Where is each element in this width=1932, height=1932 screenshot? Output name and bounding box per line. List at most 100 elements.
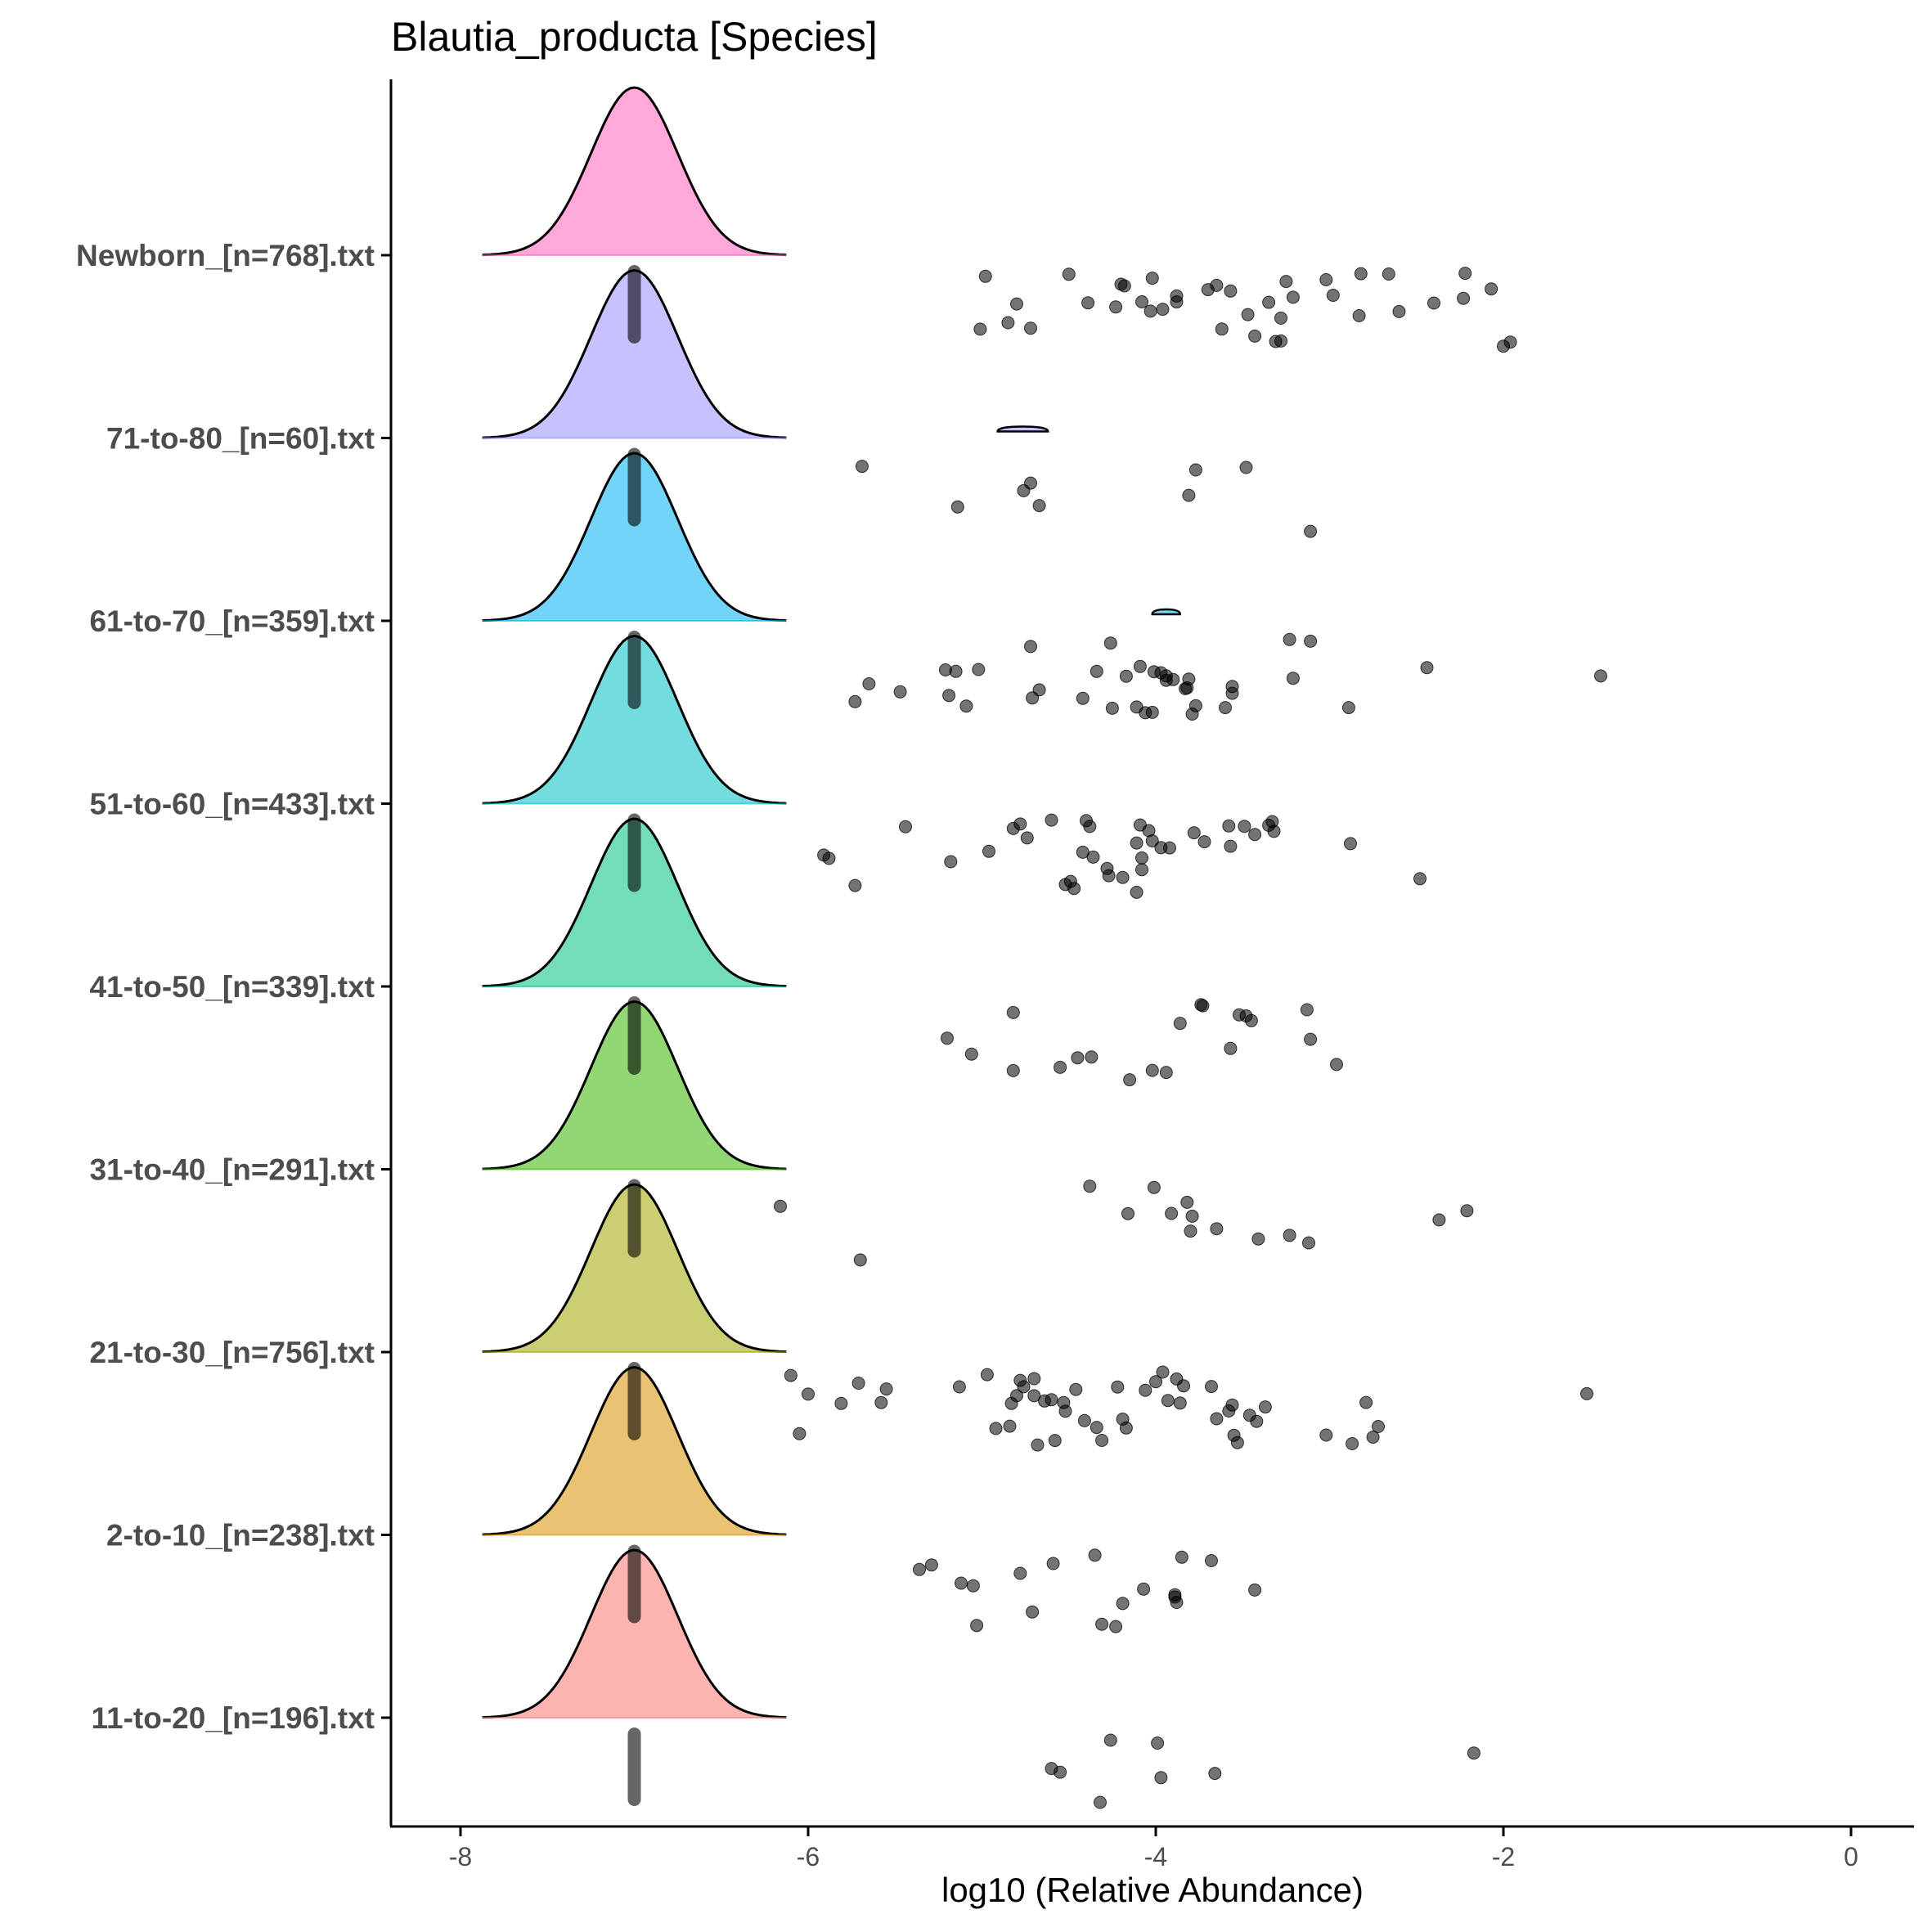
data-point — [950, 500, 964, 514]
data-point — [1227, 1428, 1241, 1442]
data-point — [1159, 673, 1173, 687]
data-point — [1457, 291, 1471, 305]
data-point — [978, 269, 992, 283]
data-point — [1366, 1431, 1380, 1444]
data-point — [1173, 1396, 1187, 1410]
data-point — [1168, 1588, 1182, 1602]
ridge-fill — [482, 1184, 787, 1352]
ridge-secondary-bump — [996, 425, 1049, 433]
x-axis-ticks: -8 -6 -4 -2 0 — [449, 1826, 1858, 1871]
data-point — [1145, 1063, 1159, 1077]
data-point — [1330, 1058, 1343, 1072]
data-point — [1027, 1372, 1041, 1386]
y-tick-label: 41-to-50_[n=339].txt — [89, 970, 375, 1004]
data-point — [1054, 1060, 1067, 1074]
data-point — [1085, 1050, 1099, 1064]
data-point — [1173, 1017, 1187, 1031]
data-point — [1180, 681, 1194, 694]
data-point — [1239, 461, 1253, 474]
data-point — [1241, 308, 1255, 321]
data-point — [774, 1199, 787, 1213]
ridge-fill — [482, 1550, 787, 1718]
data-point — [1420, 661, 1434, 675]
data-point — [1139, 706, 1152, 720]
data-point — [862, 677, 876, 690]
data-point — [1020, 831, 1034, 845]
x-tick-label: -2 — [1492, 1842, 1515, 1871]
ridge-71-to-80-n-60-txt — [482, 268, 1049, 527]
data-point — [1248, 828, 1262, 842]
data-point — [1250, 1414, 1264, 1428]
y-tick-label: 71-to-80_[n=60].txt — [106, 422, 375, 456]
data-point — [1458, 267, 1472, 281]
ridge-fill — [482, 88, 787, 255]
data-point — [1001, 316, 1015, 330]
data-point — [941, 1031, 954, 1045]
data-point — [973, 322, 987, 336]
data-point — [1319, 1428, 1333, 1442]
ridge-fill — [482, 819, 787, 986]
data-point — [1048, 1434, 1062, 1448]
data-point — [784, 1368, 798, 1382]
y-tick-label: 11-to-20_[n=196].txt — [92, 1701, 375, 1735]
data-point — [1145, 834, 1159, 847]
data-point — [1467, 1746, 1480, 1760]
data-point — [1006, 821, 1020, 835]
ridge-outline — [482, 86, 787, 257]
data-point — [1130, 885, 1143, 899]
data-point — [1485, 282, 1498, 296]
points-layer — [774, 267, 1607, 1809]
data-point — [1215, 322, 1229, 336]
data-point — [972, 663, 986, 676]
data-point — [1188, 699, 1202, 712]
data-point — [1145, 272, 1159, 285]
data-point — [1283, 1229, 1296, 1242]
data-point — [1076, 845, 1090, 859]
data-point — [1304, 634, 1318, 648]
data-point — [1205, 1380, 1218, 1394]
data-point — [1185, 1209, 1199, 1223]
data-point — [1225, 1398, 1239, 1412]
data-point — [1170, 295, 1184, 309]
y-tick-label: 51-to-60_[n=433].txt — [89, 788, 375, 821]
data-point — [1262, 295, 1276, 309]
data-point — [1135, 863, 1148, 877]
y-tick-label: 31-to-40_[n=291].txt — [89, 1153, 375, 1187]
data-point — [1392, 304, 1406, 318]
data-point — [1161, 1394, 1175, 1408]
data-point — [1188, 463, 1202, 477]
data-point — [1010, 297, 1023, 311]
data-point — [1026, 1605, 1040, 1619]
data-point — [1156, 1365, 1170, 1379]
data-point — [1119, 1421, 1133, 1435]
data-point — [1248, 329, 1262, 343]
data-point — [1024, 640, 1037, 654]
data-point — [1205, 1554, 1218, 1567]
data-point — [1109, 1620, 1123, 1633]
data-point — [1123, 1073, 1137, 1087]
data-point — [1382, 267, 1395, 281]
data-point — [1032, 499, 1046, 513]
data-point — [1121, 1206, 1134, 1220]
data-point — [1175, 1550, 1188, 1564]
data-point — [1045, 813, 1058, 827]
data-point — [1180, 1195, 1194, 1209]
data-point — [980, 1368, 994, 1382]
ridge-fill — [482, 636, 787, 804]
data-point — [1413, 872, 1427, 886]
data-point — [1286, 290, 1300, 304]
ridge-fill — [482, 1367, 787, 1535]
ridges-layer — [482, 86, 1182, 1806]
data-point — [802, 1387, 815, 1401]
data-point — [899, 820, 912, 833]
data-point — [853, 1253, 867, 1267]
data-point — [1302, 1236, 1315, 1250]
x-tick-label: -6 — [797, 1842, 820, 1871]
data-point — [855, 460, 869, 474]
data-point — [874, 1395, 888, 1409]
data-point — [1149, 1375, 1162, 1389]
data-point — [1027, 1389, 1041, 1403]
data-point — [793, 1427, 806, 1440]
data-point — [1225, 686, 1239, 700]
